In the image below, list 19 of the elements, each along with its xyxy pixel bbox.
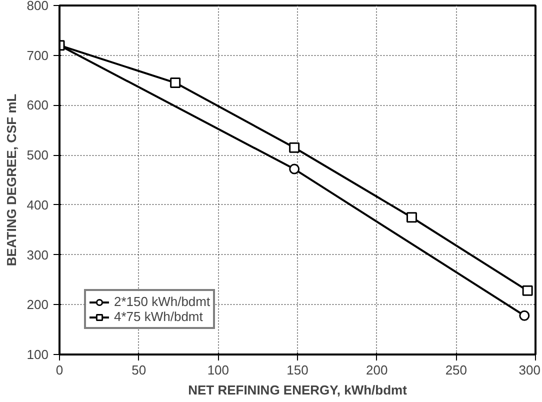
- x-tick-label: 250: [445, 362, 468, 378]
- legend-label: 2*150 kWh/bdmt: [114, 294, 210, 309]
- y-tick-label: 200: [26, 297, 49, 312]
- x-tick-label: 200: [366, 362, 388, 378]
- y-tick-label: 600: [26, 98, 49, 113]
- y-tick-label: 100: [26, 347, 49, 362]
- y-tick-label: 700: [26, 48, 49, 63]
- x-tick-label: 300: [518, 362, 541, 378]
- x-tick-label: 100: [207, 362, 230, 378]
- x-tick-label: 0: [56, 362, 64, 378]
- x-tick-label: 50: [132, 362, 146, 378]
- y-tick-label: 300: [26, 247, 49, 262]
- y-tick-label: 800: [26, 0, 49, 13]
- legend-label: 4*75 kWh/bdmt: [114, 309, 203, 324]
- x-axis-title: NET REFINING ENERGY, kWh/bdmt: [188, 382, 408, 398]
- y-tick-label: 400: [26, 197, 49, 212]
- y-axis-title: BEATING DEGREE, CSF mL: [4, 94, 19, 266]
- y-tick-label: 500: [26, 148, 49, 163]
- x-tick-label: 150: [286, 362, 308, 378]
